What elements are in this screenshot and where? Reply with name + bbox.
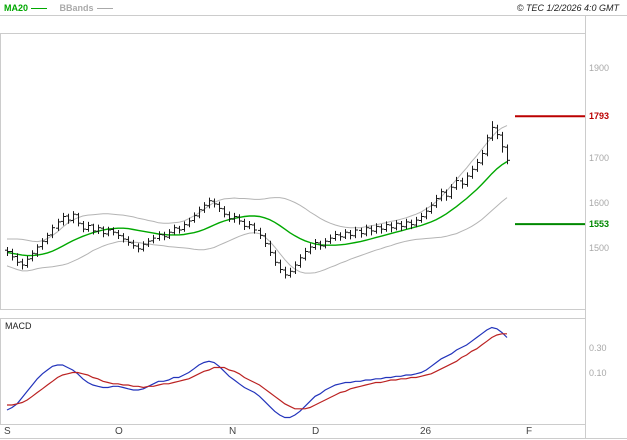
resistance-level-label: 1793	[589, 111, 610, 121]
x-label-oct: O	[115, 426, 123, 437]
bbands-legend-label: BBands	[59, 3, 94, 13]
ma20-legend-label: MA20	[4, 3, 29, 13]
price-tick-1600: 1600	[589, 198, 610, 208]
copyright-stamp: © TEC 1/2/2026 4:0 GMT	[516, 3, 619, 13]
x-label-jan26: 26	[420, 426, 432, 437]
ma20-line-swatch	[31, 8, 48, 10]
x-label-nov: N	[229, 426, 237, 437]
price-tick-1500: 1500	[589, 243, 610, 253]
x-label-sep: S	[4, 426, 11, 437]
price-tick-1700: 1700	[589, 153, 610, 163]
support-level-label: 1553	[589, 219, 610, 229]
x-label-dec: D	[312, 426, 320, 437]
legend-ma20: MA20	[4, 3, 48, 13]
macd-panel-title: MACD	[5, 321, 32, 331]
bbands-line-swatch	[96, 8, 113, 10]
legend-bbands: BBands	[60, 3, 113, 13]
bollinger-lower-line	[6, 197, 508, 274]
macd-signal-line	[7, 333, 507, 410]
x-label-feb: F	[526, 426, 533, 437]
bollinger-upper-line	[7, 125, 508, 243]
ohlc-bars	[5, 121, 510, 279]
legend-bar: MA20 BBands	[4, 2, 123, 14]
macd-tick-030: 0.30	[589, 343, 607, 353]
ma20-line	[6, 161, 508, 257]
macd-line	[6, 326, 508, 419]
macd-tick-010: 0.10	[589, 368, 607, 378]
price-tick-1900: 1900	[589, 63, 610, 73]
